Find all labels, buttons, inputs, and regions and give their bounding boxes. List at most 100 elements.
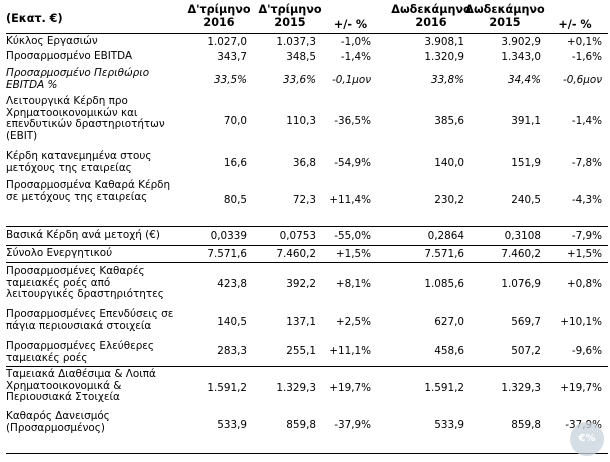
- row-label: Προσαρμοσμένο EBITDA: [6, 50, 133, 62]
- row-value-6: +10,1%: [560, 316, 602, 328]
- row-value-3: +8,1%: [335, 278, 371, 290]
- row-value-2: 1.329,3: [276, 382, 316, 394]
- row-value-3: -55,0%: [334, 230, 371, 242]
- bottom-rule: [6, 453, 608, 454]
- row-value-6: -4,3%: [571, 194, 602, 206]
- divider-1: [6, 226, 608, 227]
- row-value-5: 34,4%: [507, 74, 541, 86]
- row-value-1: 140,5: [217, 316, 247, 328]
- row-value-4: 7.571,6: [424, 248, 464, 260]
- row-label: Κέρδη κατανεμημένα στους μετόχους της ετ…: [6, 150, 152, 174]
- row-value-1: 343,7: [217, 51, 247, 63]
- row-label: Προσαρμοσμένα Καθαρά Κέρδη σε μετόχους τ…: [6, 179, 171, 203]
- row-value-1: 423,8: [217, 278, 247, 290]
- header-change-q: +/- %: [333, 18, 368, 31]
- row-value-5: 151,9: [511, 157, 541, 169]
- row-value-2: 110,3: [286, 115, 316, 127]
- row-value-5: 7.460,2: [501, 248, 541, 260]
- table-row: Προσαρμοσμένο EBITDA 343,7 348,5 -1,4% 1.320…: [0, 50, 610, 65]
- row-value-3: +1,5%: [335, 248, 371, 260]
- header-change-12m: +/- %: [558, 18, 592, 31]
- row-value-4: 140,0: [434, 157, 464, 169]
- row-value-3: -0,1μον: [331, 74, 371, 86]
- row-value-6: +19,7%: [560, 382, 602, 394]
- row-value-2: 33,6%: [282, 74, 316, 86]
- row-value-6: +1,5%: [566, 248, 602, 260]
- row-value-5: 1.076,9: [501, 278, 541, 290]
- row-value-3: -36,5%: [334, 115, 371, 127]
- row-label: Προσαρμοσμένες Καθαρές ταμειακές ροές απ…: [6, 265, 164, 301]
- row-value-1: 1.591,2: [207, 382, 247, 394]
- divider-3: [6, 262, 608, 263]
- row-value-1: 283,3: [217, 345, 247, 357]
- row-value-1: 0,0339: [210, 230, 247, 242]
- row-value-2: 255,1: [286, 345, 316, 357]
- table-row: Προσαρμοσμένες Επενδύσεις σε πάγια περιο…: [0, 308, 610, 337]
- row-value-5: 240,5: [511, 194, 541, 206]
- row-value-6: -7,8%: [571, 157, 602, 169]
- row-value-3: -1,4%: [340, 51, 371, 63]
- row-label: Κύκλος Εργασιών: [6, 35, 98, 47]
- table-row: Προσαρμοσμένο Περιθώριο EBITDA % 33,5% 33,…: [0, 67, 610, 93]
- row-value-2: 36,8: [292, 157, 316, 169]
- row-label: Καθαρός Δανεισμός (Προσαρμοσμένος): [6, 410, 110, 434]
- table-row: Λειτουργικά Κέρδη προ Χρηματοοικονομικών…: [0, 95, 610, 148]
- table-row: Βασικά Κέρδη ανά μετοχή (€) 0,0339 0,0753 -…: [0, 229, 610, 244]
- row-value-4: 0,2864: [427, 230, 464, 242]
- row-value-6: +0,8%: [566, 278, 602, 290]
- table-row: Προσαρμοσμένες Καθαρές ταμειακές ροές απ…: [0, 265, 610, 304]
- row-value-2: 1.037,3: [276, 36, 316, 48]
- row-value-1: 16,6: [223, 157, 247, 169]
- row-value-4: 533,9: [434, 419, 464, 431]
- row-value-6: -0,6μον: [562, 74, 602, 86]
- row-value-4: 1.085,6: [424, 278, 464, 290]
- header-rule: [6, 33, 608, 34]
- row-value-3: -37,9%: [334, 419, 371, 431]
- row-value-5: 3.902,9: [501, 36, 541, 48]
- row-value-4: 3.908,1: [424, 36, 464, 48]
- row-value-5: 1.343,0: [501, 51, 541, 63]
- row-label: Προσαρμοσμένο Περιθώριο EBITDA %: [6, 67, 150, 91]
- row-value-5: 1.329,3: [501, 382, 541, 394]
- table-header: (Εκατ. €) Δ'τρίμηνο 2016 Δ'τρίμηνο 2015 …: [0, 0, 610, 33]
- row-value-2: 0,0753: [279, 230, 316, 242]
- row-value-2: 392,2: [286, 278, 316, 290]
- watermark-logo: €%: [570, 422, 604, 456]
- row-value-1: 1.027,0: [207, 36, 247, 48]
- row-value-3: +2,5%: [335, 316, 371, 328]
- row-value-2: 348,5: [286, 51, 316, 63]
- row-value-1: 70,0: [223, 115, 247, 127]
- row-value-2: 859,8: [286, 419, 316, 431]
- table-row: Προσαρμοσμένες Ελεύθερες ταμειακές ροές 2…: [0, 340, 610, 364]
- row-value-5: 0,3108: [504, 230, 541, 242]
- row-value-3: +19,7%: [329, 382, 371, 394]
- row-value-2: 72,3: [292, 194, 316, 206]
- row-value-5: 507,2: [511, 345, 541, 357]
- row-value-4: 33,8%: [430, 74, 464, 86]
- row-value-3: -1,0%: [340, 36, 371, 48]
- row-value-4: 627,0: [434, 316, 464, 328]
- row-value-6: +0,1%: [566, 36, 602, 48]
- row-label: Ταμειακά Διαθέσιμα & Λοιπά Χρηματοοικονο…: [6, 368, 156, 404]
- header-q4-2016: Δ'τρίμηνο 2016: [187, 3, 251, 29]
- row-value-1: 33,5%: [213, 74, 247, 86]
- row-value-1: 7.571,6: [207, 248, 247, 260]
- row-value-2: 7.460,2: [276, 248, 316, 260]
- row-label: Προσαρμοσμένες Ελεύθερες ταμειακές ροές: [6, 340, 155, 364]
- table-row: Σύνολο Ενεργητικού 7.571,6 7.460,2 +1,5% 7.5…: [0, 247, 610, 262]
- header-12m-2016: Δωδεκάμηνο 2016: [391, 3, 471, 29]
- row-value-5: 569,7: [511, 316, 541, 328]
- row-value-3: +11,4%: [329, 194, 371, 206]
- row-label: Σύνολο Ενεργητικού: [6, 247, 113, 259]
- row-value-2: 137,1: [286, 316, 316, 328]
- row-value-6: -1,6%: [571, 51, 602, 63]
- row-label: Προσαρμοσμένες Επενδύσεις σε πάγια περιο…: [6, 308, 174, 332]
- header-12m-2015: Δωδεκάμηνο 2015: [465, 3, 545, 29]
- row-value-6: -9,6%: [571, 345, 602, 357]
- row-value-6: -7,9%: [571, 230, 602, 242]
- table-row: Προσαρμοσμένα Καθαρά Κέρδη σε μετόχους τ…: [0, 179, 610, 222]
- row-value-1: 533,9: [217, 419, 247, 431]
- row-value-6: -1,4%: [571, 115, 602, 127]
- row-value-3: -54,9%: [334, 157, 371, 169]
- divider-2: [6, 245, 608, 246]
